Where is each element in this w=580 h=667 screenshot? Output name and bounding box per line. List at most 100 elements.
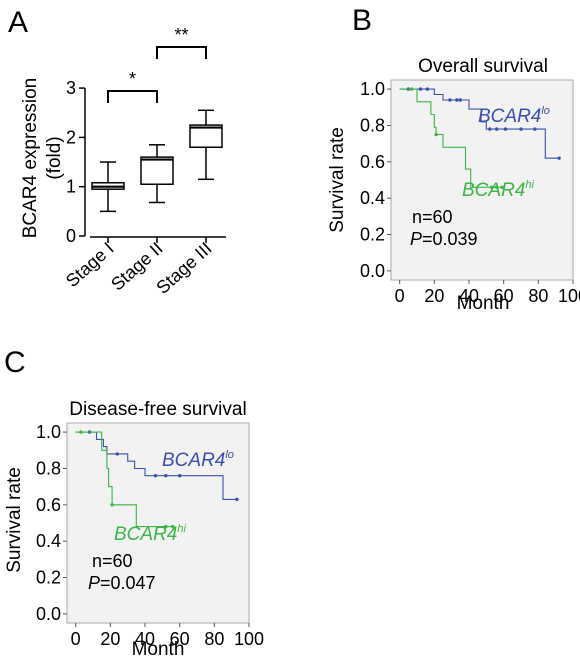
panel-a-xtick-label: Stage III — [152, 238, 215, 298]
survival-curve — [75, 431, 173, 528]
censor-mark — [164, 474, 168, 478]
censor-mark — [458, 98, 463, 102]
panel-a-ytick-label: 1 — [66, 177, 76, 197]
panel-b-xtick-label: 0 — [395, 286, 405, 306]
censor-mark — [533, 127, 537, 131]
panel-c-series-hi — [75, 430, 175, 529]
censor-mark — [448, 98, 452, 102]
panel-c-xtick-label: 80 — [204, 629, 224, 649]
panel-b: B Overall survival Survival rate Month 0… — [327, 4, 580, 314]
box-2 — [140, 144, 174, 204]
panel-b-plot: 0.0 0.2 0.4 0.6 0.8 1.0 0 20 40 60 80 100 BCAR4lo BCA… — [360, 79, 580, 306]
censor-mark — [488, 127, 492, 131]
significance-bracket: * — [107, 69, 158, 103]
panel-c-letter: C — [4, 346, 26, 379]
censor-mark — [177, 474, 182, 478]
censor-mark — [519, 127, 523, 131]
panel-b-title: Overall survival — [418, 56, 548, 77]
censor-mark — [410, 87, 414, 91]
censor-mark — [153, 474, 158, 478]
panel-c-plot-area — [66, 422, 250, 624]
censor-mark — [164, 524, 168, 529]
panel-c-ylabel: Survival rate — [4, 467, 25, 573]
panel-c-ytick-label: 0.0 — [36, 604, 61, 624]
censor-mark — [115, 452, 119, 456]
panel-b-legend-lo: BCAR4lo — [478, 105, 550, 127]
survival-curve — [399, 88, 502, 188]
panel-b-n-label: n=60 — [412, 207, 453, 227]
panel-b-xtick-label: 40 — [459, 286, 479, 306]
panel-c-ytick-label: 1.0 — [36, 422, 61, 442]
box-3 — [189, 109, 223, 181]
panel-c-xtick-label: 60 — [170, 629, 190, 649]
panel-c-ytick-label: 0.6 — [36, 495, 61, 515]
panel-b-xlabel: Month — [457, 293, 510, 314]
box-1 — [91, 161, 125, 213]
iqr-box — [189, 124, 223, 149]
censor-mark — [495, 127, 499, 131]
panel-c-xtick-label: 20 — [100, 629, 120, 649]
panel-a-letter: A — [8, 6, 28, 39]
censor-mark — [455, 98, 459, 102]
panel-b-xtick-label: 80 — [528, 286, 548, 306]
panel-a-ylabel-line2: (fold) — [44, 136, 65, 179]
censor-mark — [79, 430, 83, 434]
panel-c-xtick-label: 40 — [135, 629, 155, 649]
significance-marker: * — [129, 69, 136, 89]
censor-mark — [110, 503, 114, 507]
censor-mark — [418, 87, 423, 91]
panel-c-legend-hi: BCAR4hi — [114, 523, 186, 545]
panel-c-xlabel: Month — [132, 639, 185, 660]
panel-c-p-value: P=0.047 — [88, 573, 156, 593]
bracket-line — [107, 90, 158, 103]
survival-curve — [75, 431, 237, 500]
panel-c-legend-lo: BCAR4lo — [162, 449, 234, 471]
censor-mark — [489, 185, 494, 189]
significance-marker: ** — [174, 25, 188, 45]
panel-b-p-value: P=0.039 — [410, 229, 478, 249]
panel-b-series-hi — [399, 87, 504, 189]
bracket-line — [156, 46, 207, 59]
panel-b-ytick-label: 1.0 — [360, 79, 385, 99]
panel-a-ytick-label: 3 — [66, 78, 76, 98]
censor-mark — [425, 87, 430, 91]
panel-b-ytick-label: 0.6 — [360, 152, 385, 172]
censor-mark — [503, 127, 508, 131]
censor-mark — [500, 185, 504, 189]
significance-bracket: ** — [156, 25, 207, 59]
panel-b-xtick-label: 20 — [424, 286, 444, 306]
panel-c: C Disease-free survival Survival rate Mo… — [4, 346, 264, 660]
panel-b-ytick-label: 0.4 — [360, 188, 385, 208]
panel-b-legend-hi: BCAR4hi — [462, 179, 534, 201]
panel-b-letter: B — [352, 4, 372, 37]
panel-c-series-lo — [75, 430, 239, 502]
panel-c-plot: 0.0 0.2 0.4 0.6 0.8 1.0 0 20 40 60 80 100 BCAR4lo BCA… — [36, 422, 264, 649]
panel-b-ytick-label: 0.8 — [360, 115, 385, 135]
panel-b-ytick-label: 0.0 — [360, 261, 385, 281]
panel-a-ytick-label: 2 — [66, 127, 76, 147]
panel-c-xtick-label: 0 — [71, 629, 81, 649]
panel-c-ytick-label: 0.4 — [36, 531, 61, 551]
panel-c-ytick-label: 0.2 — [36, 568, 61, 588]
panel-c-title: Disease-free survival — [69, 399, 246, 420]
panel-b-series-lo — [399, 87, 561, 160]
panel-b-ytick-label: 0.2 — [360, 225, 385, 245]
panel-b-ylabel: Survival rate — [327, 127, 348, 233]
censor-mark — [495, 185, 499, 189]
panel-b-xtick-label: 60 — [494, 286, 514, 306]
panel-b-xtick-label: 100 — [558, 286, 580, 306]
censor-mark — [171, 524, 175, 529]
censor-mark — [235, 497, 239, 502]
panel-c-n-label: n=60 — [92, 551, 133, 571]
panel-b-plot-area — [390, 79, 574, 281]
panel-a-ylabel-line1: BCAR4 expression — [20, 78, 41, 239]
censor-mark — [557, 156, 561, 160]
panel-c-ytick-label: 0.8 — [36, 458, 61, 478]
panel-a-ytick-label: 0 — [66, 226, 76, 246]
panel-c-xtick-label: 100 — [234, 629, 264, 649]
censor-mark — [434, 132, 438, 137]
iqr-box — [140, 156, 174, 185]
